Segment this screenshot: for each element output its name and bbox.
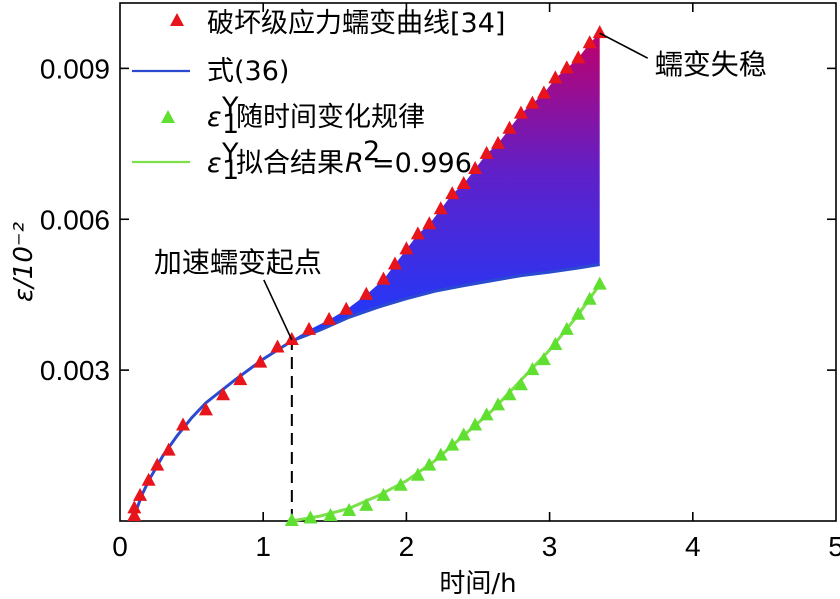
x-tick-label: 0 bbox=[112, 531, 128, 562]
series-0-point bbox=[410, 226, 425, 240]
series-0-point bbox=[339, 301, 354, 315]
series-2-point bbox=[323, 507, 338, 521]
x-tick-label: 5 bbox=[828, 531, 840, 562]
series-0-point bbox=[399, 241, 414, 255]
legend-fit-r: R bbox=[345, 148, 364, 179]
creep-failure-pointer bbox=[599, 32, 649, 59]
series-2-point bbox=[536, 352, 551, 366]
x-tick-label: 4 bbox=[685, 531, 701, 562]
series-0-point bbox=[513, 105, 528, 119]
series-0-point bbox=[176, 417, 191, 431]
series-0-point bbox=[548, 70, 563, 84]
svg-text:ε: ε bbox=[207, 148, 222, 179]
creep-failure-label: 蠕变失稳 bbox=[655, 48, 767, 81]
series-2-point bbox=[502, 387, 517, 401]
series-0-point bbox=[322, 311, 337, 325]
series-0-point bbox=[233, 372, 248, 386]
series-0-point bbox=[502, 120, 517, 134]
series-2-point bbox=[592, 276, 607, 290]
series-2-point bbox=[303, 510, 318, 524]
x-tick-label: 3 bbox=[542, 531, 558, 562]
series-2-point bbox=[445, 437, 460, 451]
series-2-point bbox=[410, 467, 425, 481]
series-2-point bbox=[359, 497, 374, 511]
series-2-point bbox=[422, 457, 437, 471]
series-2-point bbox=[376, 487, 391, 501]
series-0-point bbox=[456, 176, 471, 190]
svg-text:ε: ε bbox=[207, 102, 222, 133]
legend-label-failure-curve: 破坏级应力蠕变曲线[34] bbox=[207, 8, 505, 39]
y-tick-label: 0.009 bbox=[40, 53, 110, 84]
series-0-point bbox=[422, 216, 437, 230]
legend-red-triangle-icon bbox=[170, 13, 184, 26]
plot-frame bbox=[119, 2, 837, 522]
series-2-point bbox=[342, 502, 357, 516]
legend-label-epsilon-trend: ε Y 1 随时间变化规律 bbox=[207, 92, 425, 140]
series-2-point bbox=[559, 321, 574, 335]
legend-label-epsilon-trend-text: 随时间变化规律 bbox=[236, 102, 425, 133]
series-0-point bbox=[376, 271, 391, 285]
series-0-point bbox=[359, 286, 374, 300]
accelerated-creep-region bbox=[291, 33, 600, 341]
series-0-point bbox=[150, 457, 165, 471]
series-0-point bbox=[491, 135, 506, 149]
series-2-point bbox=[468, 417, 483, 431]
series-0-point bbox=[253, 354, 268, 368]
svg-text:Y: Y bbox=[221, 138, 239, 169]
series-0-point bbox=[559, 60, 574, 74]
series-0-point bbox=[468, 160, 483, 174]
series-0-point bbox=[582, 35, 597, 49]
series-2-point bbox=[525, 362, 540, 376]
series-0-point bbox=[445, 186, 460, 200]
y-axis-title: ε/10⁻² bbox=[9, 222, 39, 302]
series-0-point bbox=[571, 50, 586, 64]
series-2-point bbox=[571, 306, 586, 320]
x-axis-title: 时间/h bbox=[439, 569, 516, 599]
series-0-point bbox=[270, 339, 285, 353]
legend-label-epsilon-fit: ε Y 1 拟合结果 R 2 =0.996 bbox=[207, 136, 472, 186]
x-tick-label: 1 bbox=[255, 531, 271, 562]
series-2-point bbox=[393, 477, 408, 491]
legend: 破坏级应力蠕变曲线[34] 式(36) ε Y 1 随时间变化规律 ε Y 1 … bbox=[132, 8, 505, 186]
series-layer bbox=[127, 25, 607, 526]
svg-text:1: 1 bbox=[222, 155, 239, 186]
series-2-point bbox=[456, 427, 471, 441]
series-2-point bbox=[582, 291, 597, 305]
axis-ticks: 0 1 2 3 4 5 0.003 0.006 0.009 bbox=[40, 3, 840, 562]
series-0-point bbox=[198, 402, 213, 416]
series-0-point bbox=[525, 95, 540, 109]
y-tick-label: 0.003 bbox=[40, 355, 110, 386]
series-2-point bbox=[548, 336, 563, 350]
y-tick-label: 0.006 bbox=[40, 204, 110, 235]
legend-fit-sup: 2 bbox=[363, 136, 380, 167]
acceleration-start-pointer bbox=[263, 279, 293, 341]
series-0-point bbox=[127, 500, 142, 514]
series-0-point bbox=[127, 507, 142, 521]
series-2-point bbox=[284, 513, 299, 526]
series-2-point bbox=[491, 397, 506, 411]
acceleration-start-label: 加速蠕变起点 bbox=[154, 246, 322, 279]
series-0-point bbox=[433, 201, 448, 215]
legend-label-equation: 式(36) bbox=[207, 56, 289, 87]
series-0-point bbox=[161, 442, 176, 456]
series-2-point bbox=[513, 377, 528, 391]
series-0-point bbox=[387, 256, 402, 270]
svg-text:Y: Y bbox=[221, 92, 239, 123]
series-0-point bbox=[216, 387, 231, 401]
x-tick-label: 2 bbox=[399, 531, 415, 562]
legend-green-triangle-icon bbox=[161, 110, 175, 123]
series-2-point bbox=[433, 447, 448, 461]
legend-fit-value: =0.996 bbox=[372, 148, 472, 179]
series-2-point bbox=[479, 407, 494, 421]
legend-fit-text: 拟合结果 bbox=[236, 148, 344, 179]
series-0-point bbox=[479, 145, 494, 159]
series-0-point bbox=[536, 85, 551, 99]
series-0-point bbox=[141, 472, 156, 486]
series-0-point bbox=[302, 321, 317, 335]
svg-text:1: 1 bbox=[222, 109, 239, 140]
series-0-point bbox=[133, 487, 148, 501]
